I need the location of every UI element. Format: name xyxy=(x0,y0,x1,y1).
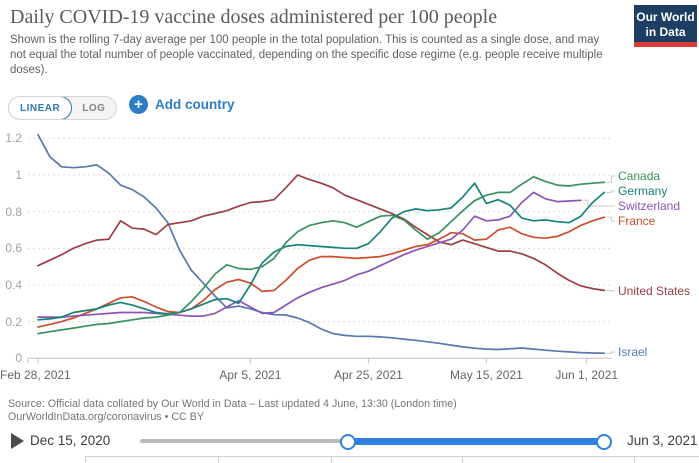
series-line-switzerland[interactable] xyxy=(37,191,582,318)
timeline-right-handle[interactable] xyxy=(596,434,612,450)
y-axis-label: 1 xyxy=(15,168,22,182)
legend-label-israel[interactable]: Israel xyxy=(618,345,648,359)
timeline-left-handle[interactable] xyxy=(340,434,356,450)
series-line-israel[interactable] xyxy=(37,133,606,355)
series-line-germany[interactable] xyxy=(37,182,606,321)
legend-label-canada[interactable]: Canada xyxy=(618,169,661,183)
y-axis-label: 0 xyxy=(15,351,22,366)
legend-connector xyxy=(606,290,615,292)
owid-logo-line1: Our World xyxy=(636,10,695,24)
legend-connector xyxy=(606,175,615,183)
source-link[interactable]: OurWorldInData.org/coronavirus • CC BY xyxy=(8,411,204,423)
y-axis-label: 1.2 xyxy=(5,131,22,146)
linear-scale-button[interactable]: LINEAR xyxy=(9,97,73,119)
owid-logo-line2: in Data xyxy=(645,25,686,39)
series-line-canada[interactable] xyxy=(37,175,606,335)
legend-label-united-states[interactable]: United States xyxy=(618,284,691,298)
scale-toggle: LINEAR LOG xyxy=(8,96,118,120)
legend-label-france[interactable]: France xyxy=(618,214,656,228)
play-button[interactable] xyxy=(11,433,24,449)
timeline-track[interactable] xyxy=(140,439,350,443)
series-line-france[interactable] xyxy=(37,216,606,328)
legend-label-switzerland[interactable]: Switzerland xyxy=(618,199,681,213)
x-axis-label: Apr 5, 2021 xyxy=(219,368,282,382)
owid-logo-accent-bar xyxy=(634,42,697,47)
series-line-united-states[interactable] xyxy=(37,174,606,292)
source-line: Source: Official data collated by Our Wo… xyxy=(8,398,457,410)
timeline-year-strip xyxy=(85,456,699,463)
page-title: Daily COVID-19 vaccine doses administere… xyxy=(10,6,498,28)
timeline-end-date: Jun 3, 2021 xyxy=(627,433,698,448)
legend-connector xyxy=(582,199,615,207)
x-axis-label: May 15, 2021 xyxy=(450,368,523,382)
plus-circle-icon: + xyxy=(129,95,148,114)
x-axis-label: Feb 28, 2021 xyxy=(0,368,71,382)
add-country-button[interactable]: + Add country xyxy=(129,95,235,114)
legend-connector xyxy=(606,351,615,354)
log-scale-button[interactable]: LOG xyxy=(82,102,106,114)
y-axis-label: 0.8 xyxy=(5,204,22,219)
owid-logo: Our World in Data xyxy=(634,5,697,47)
chart-subtitle: Shown is the rolling 7-day average per 1… xyxy=(10,34,603,76)
y-axis-label: 0.6 xyxy=(5,241,22,256)
add-country-label: Add country xyxy=(155,97,235,112)
x-axis-label: Jun 1, 2021 xyxy=(555,368,619,382)
x-axis-label: Apr 25, 2021 xyxy=(334,368,403,382)
timeline-selected-range[interactable] xyxy=(347,438,603,445)
legend-label-germany[interactable]: Germany xyxy=(618,184,668,198)
source-note: Source: Official data collated by Our Wo… xyxy=(8,398,457,424)
timeline-start-date: Dec 15, 2020 xyxy=(30,433,111,448)
y-axis-label: 0.2 xyxy=(5,314,22,329)
legend-connector xyxy=(606,190,615,193)
legend-connector xyxy=(606,216,615,222)
y-axis-label: 0.4 xyxy=(5,277,22,292)
